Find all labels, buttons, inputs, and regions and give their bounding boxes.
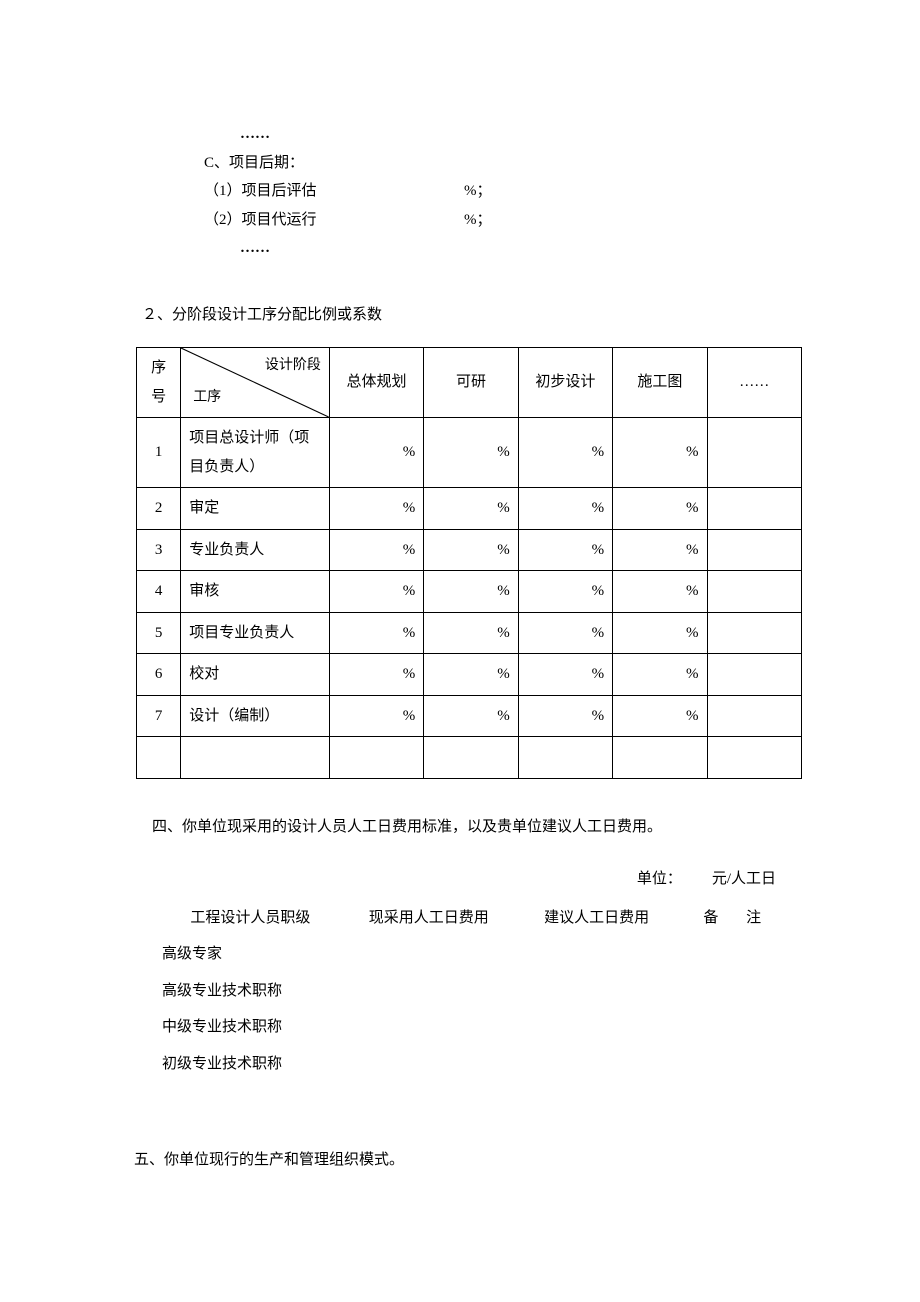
cell-v: % <box>613 695 707 737</box>
cell-v <box>707 571 801 613</box>
diag-top: 设计阶段 <box>265 353 321 380</box>
cell-v <box>707 654 801 696</box>
cell: 高级专家 <box>156 936 345 973</box>
th-c2: 初步设计 <box>518 348 612 418</box>
cell-v: % <box>424 571 518 613</box>
diag-bot: 工序 <box>193 385 221 412</box>
table-row-empty <box>137 737 802 779</box>
th: 备 注 <box>681 900 796 937</box>
table-row: 工程设计人员职级 现采用人工日费用 建议人工日费用 备 注 <box>156 900 796 937</box>
th-seq: 序号 <box>137 348 181 418</box>
item-2-label: （2）项目代运行 <box>204 206 464 235</box>
th-diag: 设计阶段 工序 <box>181 348 330 418</box>
cell-name: 专业负责人 <box>181 529 330 571</box>
unit-line: 单位： 元/人工日 <box>130 865 776 894</box>
table-row: 高级专家 <box>156 936 796 973</box>
cell: 中级专业技术职称 <box>156 1009 345 1046</box>
section4-title: 四、你单位现采用的设计人员人工日费用标准，以及贵单位建议人工日费用。 <box>152 813 800 842</box>
cell-n: 4 <box>137 571 181 613</box>
cell-v: % <box>424 695 518 737</box>
unit-value: 元/人工日 <box>712 871 776 887</box>
section-c-label: C、项目后期： <box>204 149 800 178</box>
cell-n: 1 <box>137 418 181 488</box>
cell: 初级专业技术职称 <box>156 1046 345 1083</box>
table-row: 6 校对 % % % % <box>137 654 802 696</box>
cell-v: % <box>613 418 707 488</box>
item-2-val: %； <box>464 206 492 235</box>
cell-v: % <box>329 488 423 530</box>
cell-v <box>707 695 801 737</box>
th: 建议人工日费用 <box>513 900 681 937</box>
cell-v <box>707 488 801 530</box>
cell-v: % <box>424 612 518 654</box>
top-ellipsis: …… <box>240 120 800 149</box>
table-row: 中级专业技术职称 <box>156 1009 796 1046</box>
cell-name: 审定 <box>181 488 330 530</box>
cell-v: % <box>518 571 612 613</box>
cell-v: % <box>518 654 612 696</box>
bottom-ellipsis: …… <box>240 234 800 263</box>
cell-v: % <box>518 695 612 737</box>
cell-name: 校对 <box>181 654 330 696</box>
section5-title: 五、你单位现行的生产和管理组织模式。 <box>134 1146 800 1175</box>
item-1-label: （1）项目后评估 <box>204 177 464 206</box>
item-2: （2）项目代运行 %； <box>204 206 800 235</box>
cell-name: 设计（编制） <box>181 695 330 737</box>
table-row: 高级专业技术职称 <box>156 973 796 1010</box>
th-c1: 可研 <box>424 348 518 418</box>
table-row: 4 审核 % % % % <box>137 571 802 613</box>
th-c3: 施工图 <box>613 348 707 418</box>
th: 工程设计人员职级 <box>156 900 345 937</box>
th-c0: 总体规划 <box>329 348 423 418</box>
cell-v: % <box>424 529 518 571</box>
cell-name: 项目专业负责人 <box>181 612 330 654</box>
cell-n: 5 <box>137 612 181 654</box>
cell-v: % <box>329 571 423 613</box>
cell-v: % <box>613 654 707 696</box>
cell-v: % <box>424 654 518 696</box>
table-row: 3 专业负责人 % % % % <box>137 529 802 571</box>
cell-v: % <box>518 612 612 654</box>
cell-name: 项目总设计师（项目负责人） <box>181 418 330 488</box>
cell-v <box>707 529 801 571</box>
th: 现采用人工日费用 <box>345 900 513 937</box>
item-1-val: %； <box>464 177 492 206</box>
unit-label: 单位： <box>637 871 682 887</box>
cell-v: % <box>329 695 423 737</box>
phase-table: 序号 设计阶段 工序 总体规划 可研 初步设计 施工图 …… 1 项目总设计师（… <box>136 347 802 779</box>
table-row: 5 项目专业负责人 % % % % <box>137 612 802 654</box>
cell-v: % <box>613 529 707 571</box>
section2-title: ２、分阶段设计工序分配比例或系数 <box>142 301 800 330</box>
cell-v: % <box>518 418 612 488</box>
cell-v: % <box>518 488 612 530</box>
cell-v: % <box>329 612 423 654</box>
cell-v: % <box>613 488 707 530</box>
cell-n: 3 <box>137 529 181 571</box>
cell-n: 7 <box>137 695 181 737</box>
cell-n: 6 <box>137 654 181 696</box>
cell-v: % <box>329 418 423 488</box>
cell-v <box>707 418 801 488</box>
table-row: 7 设计（编制） % % % % <box>137 695 802 737</box>
item-1: （1）项目后评估 %； <box>204 177 800 206</box>
cell-v: % <box>613 571 707 613</box>
cell-name: 审核 <box>181 571 330 613</box>
cell-v <box>707 612 801 654</box>
table-row: 1 项目总设计师（项目负责人） % % % % <box>137 418 802 488</box>
cell: 高级专业技术职称 <box>156 973 345 1010</box>
table-row: 初级专业技术职称 <box>156 1046 796 1083</box>
cell-v: % <box>329 654 423 696</box>
cell-n: 2 <box>137 488 181 530</box>
cell-v: % <box>329 529 423 571</box>
cell-v: % <box>424 488 518 530</box>
th-c4: …… <box>707 348 801 418</box>
rates-table: 工程设计人员职级 现采用人工日费用 建议人工日费用 备 注 高级专家 高级专业技… <box>156 900 796 1083</box>
table-row: 2 审定 % % % % <box>137 488 802 530</box>
cell-v: % <box>424 418 518 488</box>
cell-v: % <box>518 529 612 571</box>
cell-v: % <box>613 612 707 654</box>
